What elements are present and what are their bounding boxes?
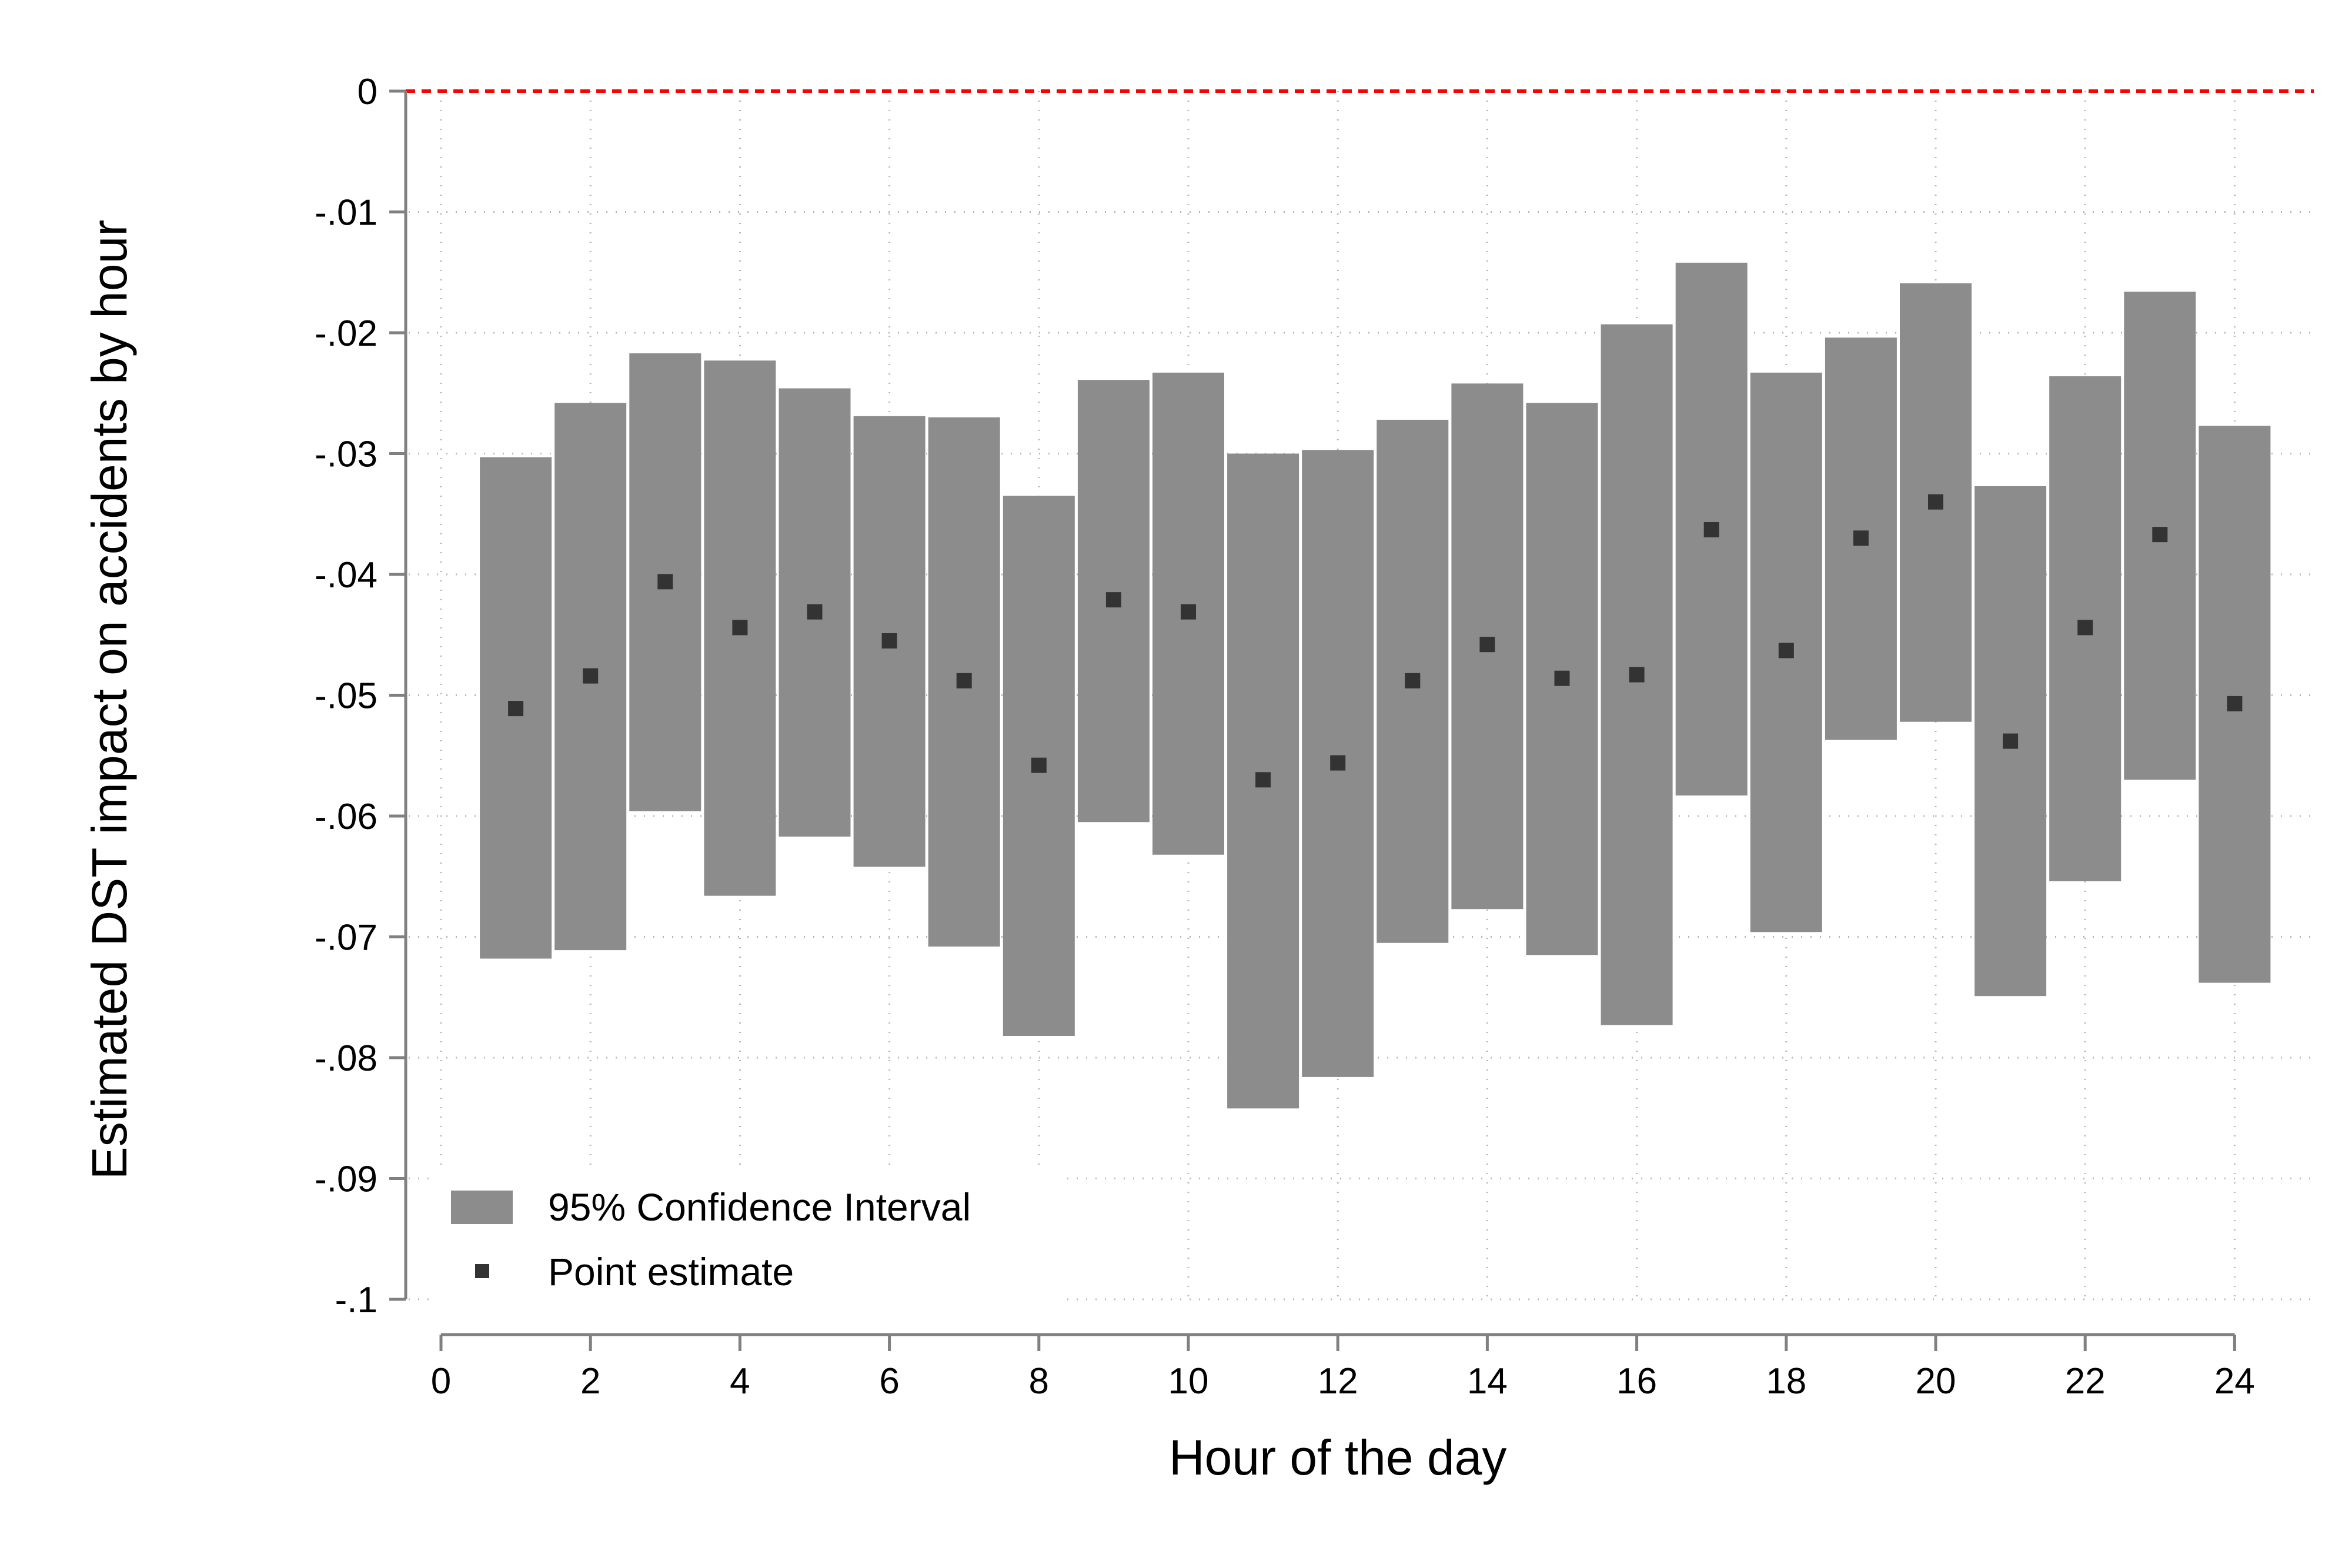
x-tick-label: 0 bbox=[431, 1361, 451, 1402]
x-tick-label: 10 bbox=[1168, 1361, 1209, 1402]
point-estimate bbox=[1255, 772, 1271, 788]
point-estimate bbox=[881, 633, 897, 649]
point-estimate bbox=[1181, 604, 1196, 620]
y-tick-label: -.1 bbox=[335, 1280, 377, 1320]
point-estimate bbox=[732, 620, 748, 636]
x-tick-label: 14 bbox=[1467, 1361, 1508, 1402]
x-tick-label: 12 bbox=[1318, 1361, 1358, 1402]
x-tick-label: 16 bbox=[1616, 1361, 1657, 1402]
legend-ci-swatch bbox=[451, 1191, 513, 1224]
y-tick-label: -.09 bbox=[315, 1159, 377, 1200]
axes: 0 -.01 -.02 -.03 -.04 -.05 -.06 -.07 -.08 -.09 -.1… bbox=[315, 72, 2255, 1402]
y-tick-label: 0 bbox=[358, 72, 377, 112]
point-estimate bbox=[2227, 696, 2243, 711]
y-tick-label: -.04 bbox=[315, 555, 377, 596]
point-estimate bbox=[1405, 673, 1421, 688]
x-tick-label: 8 bbox=[1029, 1361, 1049, 1402]
point-estimate bbox=[2003, 733, 2019, 749]
legend-box bbox=[432, 1167, 1067, 1314]
x-tick-label: 18 bbox=[1766, 1361, 1806, 1402]
x-tick-label: 4 bbox=[730, 1361, 750, 1402]
x-tick-label: 6 bbox=[879, 1361, 899, 1402]
point-estimate bbox=[1703, 521, 1719, 537]
grid bbox=[409, 91, 2314, 1300]
y-tick-label: -.01 bbox=[315, 193, 377, 233]
x-tick-label: 24 bbox=[2214, 1361, 2255, 1402]
point-estimate bbox=[1031, 757, 1047, 773]
legend-point-label: Point estimate bbox=[548, 1250, 794, 1293]
point-estimate bbox=[657, 574, 673, 590]
point-estimate bbox=[583, 668, 599, 684]
y-tick-label: -.02 bbox=[315, 313, 377, 354]
y-tick-label: -.06 bbox=[315, 797, 377, 837]
y-tick-label: -.05 bbox=[315, 676, 377, 717]
point-estimate bbox=[1629, 667, 1645, 683]
point-estimate bbox=[1105, 592, 1121, 608]
y-tick-label: -.07 bbox=[315, 918, 377, 958]
point-estimates bbox=[508, 494, 2243, 788]
point-estimate bbox=[2152, 527, 2168, 543]
legend: 95% Confidence Interval Point estimate bbox=[432, 1167, 1067, 1314]
legend-point-swatch bbox=[475, 1264, 489, 1278]
legend-ci-label: 95% Confidence Interval bbox=[548, 1185, 971, 1229]
y-axis-title: Estimated DST impact on accidents by hou… bbox=[82, 220, 137, 1180]
point-estimate bbox=[1853, 530, 1869, 546]
point-estimate bbox=[1928, 494, 1943, 510]
x-tick-label: 20 bbox=[1916, 1361, 1956, 1402]
point-estimate bbox=[508, 701, 524, 717]
point-estimate bbox=[807, 604, 823, 620]
point-estimate bbox=[2077, 620, 2093, 636]
point-estimate bbox=[1330, 755, 1346, 771]
point-estimate bbox=[1778, 643, 1794, 658]
x-tick-label: 2 bbox=[580, 1361, 600, 1402]
point-estimate bbox=[1554, 670, 1570, 686]
y-tick-label: -.08 bbox=[315, 1038, 377, 1079]
point-estimate bbox=[1479, 637, 1495, 653]
y-tick-label: -.03 bbox=[315, 434, 377, 475]
x-axis-title: Hour of the day bbox=[1169, 1430, 1506, 1485]
x-tick-label: 22 bbox=[2065, 1361, 2106, 1402]
point-estimate bbox=[956, 673, 972, 688]
